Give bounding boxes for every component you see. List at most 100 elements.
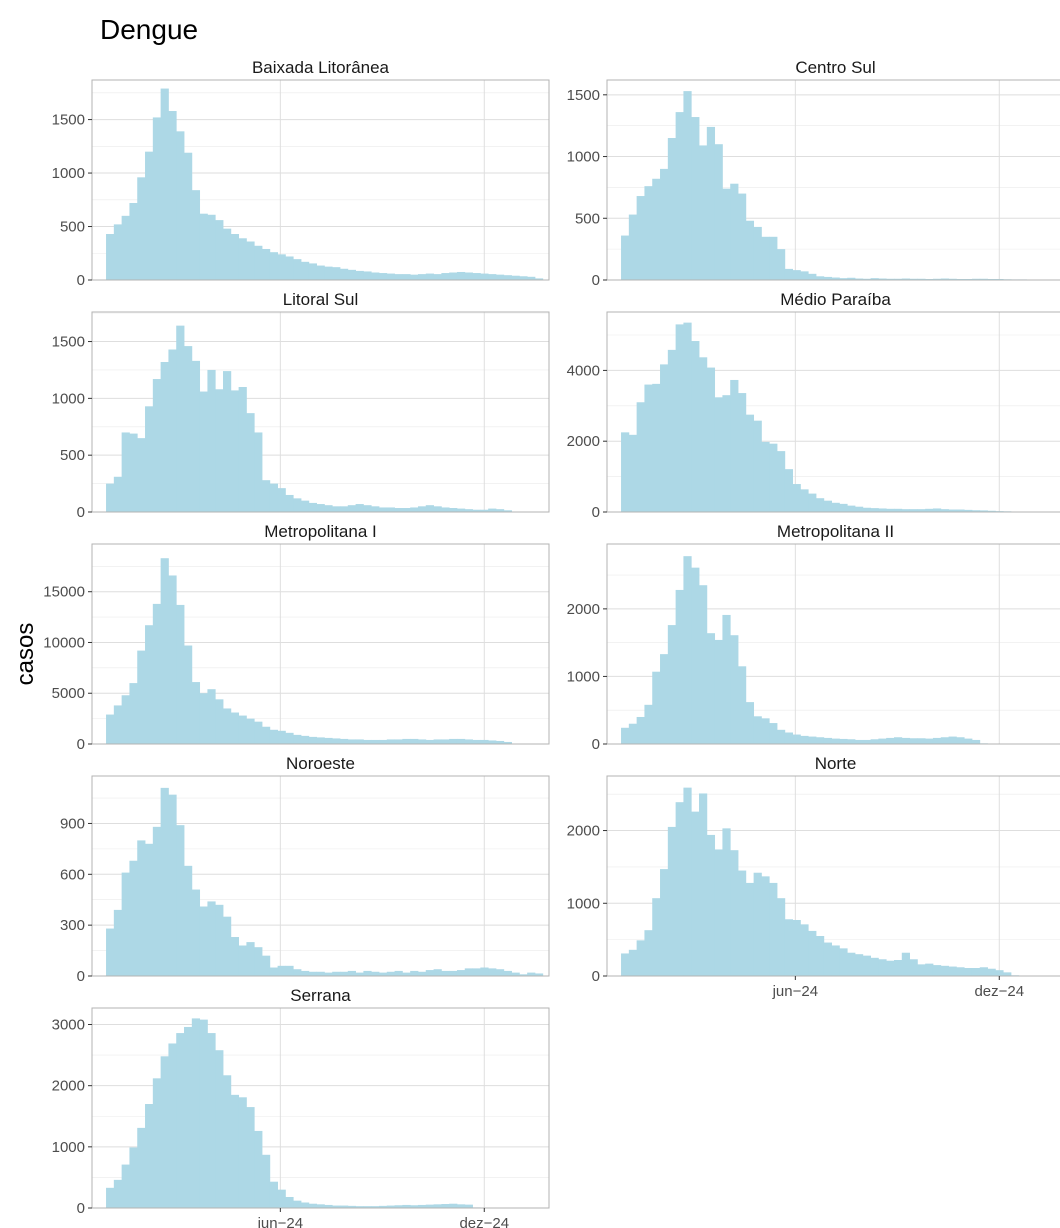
bar bbox=[480, 739, 489, 744]
bar bbox=[660, 168, 669, 280]
bar bbox=[207, 901, 216, 976]
bar bbox=[184, 865, 193, 976]
bar bbox=[714, 639, 723, 744]
bar bbox=[410, 738, 419, 744]
bar bbox=[667, 826, 677, 976]
bar bbox=[355, 504, 364, 512]
bar bbox=[113, 476, 123, 512]
panel-title: Noroeste bbox=[286, 754, 355, 773]
y-tick-label: 0 bbox=[77, 1200, 85, 1217]
panel-border bbox=[606, 775, 1060, 977]
bar bbox=[948, 278, 957, 280]
bar bbox=[324, 505, 333, 512]
bar bbox=[761, 718, 770, 744]
bar bbox=[308, 263, 318, 280]
bar bbox=[433, 1204, 442, 1208]
bar bbox=[285, 965, 294, 976]
bar bbox=[917, 738, 926, 744]
bar bbox=[363, 1206, 372, 1208]
bar bbox=[106, 714, 115, 744]
y-tick-label: 1000 bbox=[52, 390, 85, 407]
bar bbox=[893, 737, 903, 744]
bar bbox=[254, 1130, 263, 1208]
bar bbox=[168, 111, 177, 280]
bar bbox=[246, 942, 255, 976]
bar bbox=[308, 1203, 318, 1208]
bar bbox=[441, 970, 450, 976]
y-tick-label: 0 bbox=[592, 968, 600, 985]
bar bbox=[667, 349, 677, 512]
bar bbox=[722, 188, 731, 280]
bar bbox=[495, 969, 505, 976]
bar bbox=[847, 277, 856, 280]
bar bbox=[145, 843, 154, 976]
bar bbox=[363, 739, 372, 744]
bar bbox=[215, 220, 224, 280]
bar bbox=[456, 508, 466, 512]
bar bbox=[285, 494, 294, 512]
bar bbox=[652, 383, 661, 512]
bar bbox=[480, 273, 489, 280]
bar bbox=[534, 278, 544, 280]
bar bbox=[808, 273, 817, 280]
bar bbox=[831, 945, 840, 976]
bar bbox=[621, 953, 630, 976]
bar bbox=[503, 275, 512, 280]
panel-border bbox=[91, 775, 550, 977]
bar bbox=[464, 509, 473, 512]
y-tick-label: 500 bbox=[60, 447, 85, 464]
bar bbox=[285, 732, 294, 744]
bar bbox=[394, 1205, 403, 1208]
bar bbox=[184, 346, 193, 512]
bar bbox=[449, 1203, 458, 1208]
bar bbox=[152, 603, 162, 744]
bar bbox=[488, 274, 497, 280]
bar bbox=[667, 138, 677, 280]
bar bbox=[425, 739, 434, 744]
bar bbox=[738, 870, 747, 976]
bar bbox=[262, 1154, 271, 1208]
bar bbox=[464, 739, 473, 744]
bar bbox=[230, 234, 240, 280]
bar bbox=[699, 793, 708, 976]
bar bbox=[511, 972, 520, 976]
bar bbox=[417, 971, 427, 976]
bar bbox=[472, 509, 481, 512]
bar bbox=[184, 645, 193, 744]
bar bbox=[917, 509, 926, 512]
bar bbox=[683, 787, 692, 976]
bar bbox=[339, 268, 349, 280]
bar bbox=[456, 271, 466, 280]
panel-2: Centro Sul 0 500 1000 1500 bbox=[567, 58, 1060, 289]
bar bbox=[269, 967, 279, 976]
bar bbox=[823, 500, 833, 512]
bar bbox=[316, 971, 325, 976]
bar bbox=[254, 947, 263, 976]
bar bbox=[745, 414, 755, 512]
bar bbox=[519, 276, 528, 280]
bar bbox=[293, 969, 302, 976]
panel-border bbox=[91, 1007, 550, 1209]
bar bbox=[847, 505, 856, 512]
bar bbox=[324, 972, 333, 976]
bar bbox=[339, 738, 349, 744]
bar bbox=[691, 567, 700, 744]
bar bbox=[932, 965, 942, 976]
bar bbox=[909, 509, 918, 512]
bar bbox=[347, 1205, 356, 1208]
bar bbox=[152, 826, 162, 976]
bar bbox=[979, 967, 988, 976]
bar bbox=[777, 451, 786, 512]
y-tick-label: 500 bbox=[575, 210, 600, 227]
bar bbox=[176, 131, 185, 280]
bar bbox=[519, 974, 528, 976]
bar bbox=[363, 271, 372, 280]
bar bbox=[137, 438, 146, 512]
bar bbox=[223, 371, 232, 512]
bar bbox=[246, 718, 255, 744]
bar bbox=[417, 506, 427, 512]
bar bbox=[628, 214, 638, 280]
bar bbox=[792, 920, 801, 976]
bar bbox=[417, 274, 427, 280]
bar bbox=[223, 1075, 232, 1208]
